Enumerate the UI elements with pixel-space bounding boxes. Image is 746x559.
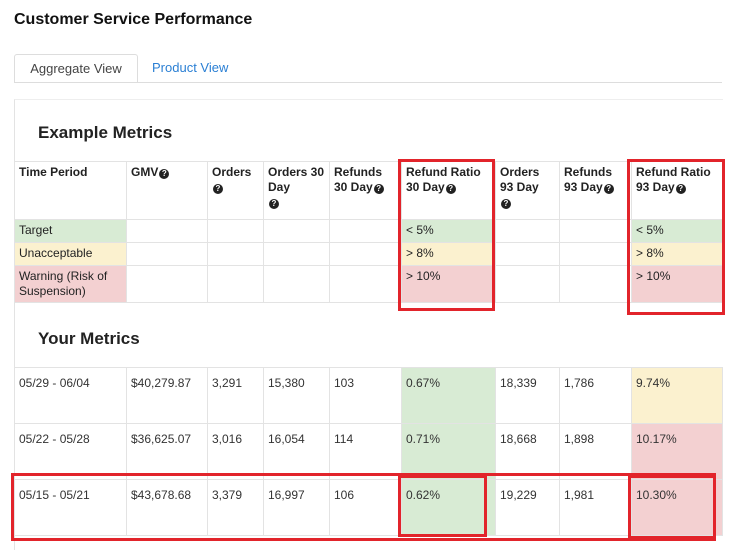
- threshold-30-day: > 10%: [401, 265, 496, 303]
- empty-cell: [126, 265, 208, 303]
- orders-93-day: 18,668: [495, 423, 560, 480]
- header-orders-93-day: Orders 93 Day?: [495, 161, 560, 220]
- help-icon[interactable]: ?: [675, 184, 686, 194]
- empty-cell: [329, 219, 402, 243]
- table-row: Target < 5% < 5%: [14, 219, 723, 243]
- empty-cell: [126, 242, 208, 266]
- threshold-93-day: < 5%: [631, 219, 723, 243]
- refunds-93-day: 1,898: [559, 423, 632, 480]
- empty-cell: [329, 265, 402, 303]
- tab-divider: [14, 82, 722, 83]
- empty-cell: [495, 242, 560, 266]
- empty-cell: [329, 242, 402, 266]
- refund-ratio-30-day: 0.62%: [401, 479, 496, 536]
- your-metrics-title: Your Metrics: [38, 329, 140, 348]
- empty-cell: [263, 242, 330, 266]
- row-label: Target: [14, 219, 127, 243]
- refund-ratio-93-day: 10.30%: [631, 479, 723, 536]
- example-metrics-table: Time Period GMV? Orders? Orders 30 Day? …: [14, 161, 723, 303]
- refunds-30-day: 103: [329, 367, 402, 424]
- empty-cell: [559, 265, 632, 303]
- refund-ratio-93-day: 9.74%: [631, 367, 723, 424]
- orders-30-day: 15,380: [263, 367, 330, 424]
- tab-product-view[interactable]: Product View: [152, 60, 229, 75]
- gmv: $36,625.07: [126, 423, 208, 480]
- table-row: 05/15 - 05/21 $43,678.68 3,379 16,997 10…: [14, 479, 723, 536]
- tab-aggregate-view[interactable]: Aggregate View: [14, 54, 138, 83]
- empty-cell: [559, 242, 632, 266]
- help-icon[interactable]: ?: [269, 199, 279, 209]
- refunds-30-day: 106: [329, 479, 402, 536]
- row-label: Warning (Risk of Suspension): [14, 265, 127, 303]
- your-metrics-table: 05/29 - 06/04 $40,279.87 3,291 15,380 10…: [14, 367, 723, 536]
- orders-93-day: 18,339: [495, 367, 560, 424]
- orders: 3,379: [207, 479, 264, 536]
- time-period: 05/15 - 05/21: [14, 479, 127, 536]
- table-row: Warning (Risk of Suspension) > 10% > 10%: [14, 265, 723, 303]
- table-row: Unacceptable > 8% > 8%: [14, 242, 723, 266]
- header-refunds-93-day: Refunds 93 Day?: [559, 161, 632, 220]
- example-metrics-title: Example Metrics: [38, 123, 173, 142]
- threshold-93-day: > 8%: [631, 242, 723, 266]
- empty-cell: [126, 219, 208, 243]
- header-refunds-30-day: Refunds 30 Day?: [329, 161, 402, 220]
- header-refund-ratio-30-day: Refund Ratio 30 Day?: [401, 161, 496, 220]
- empty-cell: [207, 219, 264, 243]
- help-icon[interactable]: ?: [159, 169, 170, 179]
- header-refund-ratio-93-day: Refund Ratio 93 Day?: [631, 161, 723, 220]
- refunds-93-day: 1,786: [559, 367, 632, 424]
- help-icon[interactable]: ?: [445, 184, 456, 194]
- refunds-93-day: 1,981: [559, 479, 632, 536]
- header-time-period: Time Period: [14, 161, 127, 220]
- empty-cell: [559, 219, 632, 243]
- empty-cell: [495, 265, 560, 303]
- empty-cell: [263, 265, 330, 303]
- orders-30-day: 16,997: [263, 479, 330, 536]
- page-title: Customer Service Performance: [14, 11, 253, 28]
- empty-cell: [207, 265, 264, 303]
- time-period: 05/22 - 05/28: [14, 423, 127, 480]
- empty-cell: [495, 219, 560, 243]
- refund-ratio-30-day: 0.71%: [401, 423, 496, 480]
- time-period: 05/29 - 06/04: [14, 367, 127, 424]
- refunds-30-day: 114: [329, 423, 402, 480]
- refund-ratio-93-day: 10.17%: [631, 423, 723, 480]
- help-icon[interactable]: ?: [373, 184, 384, 194]
- example-header-row: Time Period GMV? Orders? Orders 30 Day? …: [14, 161, 723, 220]
- table-row: 05/22 - 05/28 $36,625.07 3,016 16,054 11…: [14, 423, 723, 480]
- header-gmv: GMV?: [126, 161, 208, 220]
- threshold-93-day: > 10%: [631, 265, 723, 303]
- table-row: 05/29 - 06/04 $40,279.87 3,291 15,380 10…: [14, 367, 723, 424]
- help-icon[interactable]: ?: [603, 184, 614, 194]
- help-icon[interactable]: ?: [501, 199, 511, 209]
- refund-ratio-30-day: 0.67%: [401, 367, 496, 424]
- header-orders-30-day: Orders 30 Day?: [263, 161, 330, 220]
- empty-cell: [207, 242, 264, 266]
- header-orders: Orders?: [207, 161, 264, 220]
- gmv: $43,678.68: [126, 479, 208, 536]
- orders-93-day: 19,229: [495, 479, 560, 536]
- empty-cell: [263, 219, 330, 243]
- orders: 3,016: [207, 423, 264, 480]
- orders: 3,291: [207, 367, 264, 424]
- gmv: $40,279.87: [126, 367, 208, 424]
- metrics-panel: [14, 99, 723, 550]
- help-icon[interactable]: ?: [213, 184, 223, 194]
- orders-30-day: 16,054: [263, 423, 330, 480]
- threshold-30-day: > 8%: [401, 242, 496, 266]
- row-label: Unacceptable: [14, 242, 127, 266]
- threshold-30-day: < 5%: [401, 219, 496, 243]
